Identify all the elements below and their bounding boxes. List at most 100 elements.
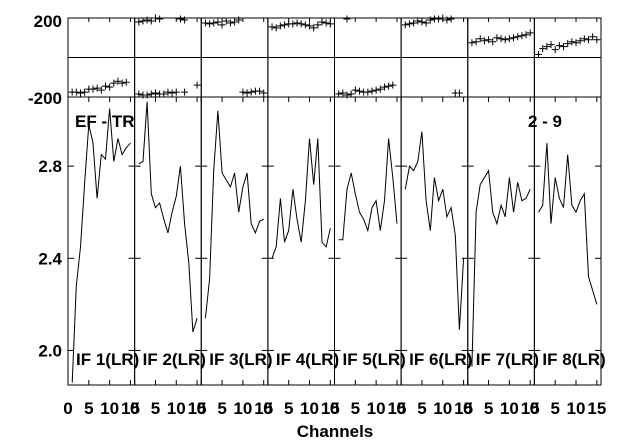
phase-point xyxy=(518,32,526,40)
phase-point xyxy=(76,89,84,97)
phase-point xyxy=(222,17,230,25)
x-tick-label: 15 xyxy=(188,399,207,418)
amplitude-frame xyxy=(400,96,469,386)
phase-point xyxy=(585,36,593,44)
panels-group: IF 1(LR) IF 2(LR) IF 3(LR) IF 4(LR) IF 5(LR)… xyxy=(67,14,606,386)
phase-point xyxy=(351,86,359,94)
x-tick-label: 15 xyxy=(587,399,606,418)
x-tick-label: 15 xyxy=(454,399,473,418)
phase-point xyxy=(260,89,268,97)
x-tick-label: 5 xyxy=(284,399,293,418)
panel-7: IF 7(LR) xyxy=(467,17,539,386)
phase-point xyxy=(214,18,222,26)
phase-point xyxy=(568,38,576,46)
phase-point xyxy=(405,20,413,28)
phase-point xyxy=(239,88,247,96)
x-tick-label: 0 xyxy=(463,399,472,418)
top-y-tick-label-max: 200 xyxy=(34,12,62,31)
x-tick-label: 5 xyxy=(351,399,360,418)
phase-point xyxy=(122,78,130,86)
phase-point xyxy=(301,21,309,29)
phase-point xyxy=(439,14,447,22)
phase-point xyxy=(281,21,289,29)
x-tick-label: 0 xyxy=(263,399,272,418)
phase-point xyxy=(72,88,80,96)
x-tick-label: 15 xyxy=(254,399,273,418)
x-tick-label: 10 xyxy=(100,399,119,418)
amplitude-line xyxy=(338,138,398,241)
phase-point xyxy=(560,43,568,51)
x-tick-label: 10 xyxy=(500,399,519,418)
phase-point xyxy=(580,35,588,43)
phase-point xyxy=(139,17,147,25)
panel-label: IF 8(LR) xyxy=(542,350,605,369)
panel-2: IF 2(LR) xyxy=(134,14,206,386)
phase-point xyxy=(160,90,168,98)
x-tick-label: 15 xyxy=(321,399,340,418)
phase-point xyxy=(385,82,393,90)
amplitude-line xyxy=(204,110,264,319)
phase-point xyxy=(543,43,551,51)
phase-point xyxy=(422,19,430,27)
phase-point xyxy=(339,89,347,97)
phase-point xyxy=(101,82,109,90)
phase-point xyxy=(218,21,226,29)
phase-point xyxy=(147,17,155,25)
phase-point xyxy=(156,15,164,23)
phase-point xyxy=(497,35,505,43)
phase-point xyxy=(97,86,105,94)
panel-label: IF 2(LR) xyxy=(143,350,206,369)
phase-point xyxy=(247,88,255,96)
phase-point xyxy=(593,36,601,44)
phase-point xyxy=(276,22,284,30)
phase-point xyxy=(289,20,297,28)
x-tick-label: 0 xyxy=(530,399,539,418)
phase-point xyxy=(318,18,326,26)
phase-point xyxy=(489,38,497,46)
phase-point xyxy=(201,19,209,27)
phase-point xyxy=(268,23,276,31)
x-tick-label: 0 xyxy=(130,399,139,418)
phase-point xyxy=(81,88,89,96)
y-tick-labels: 2.0 2.4 2.8 xyxy=(38,157,62,360)
phase-point xyxy=(522,31,530,39)
panel-label: IF 3(LR) xyxy=(209,350,272,369)
amplitude-frame xyxy=(67,96,136,386)
phase-point xyxy=(368,87,376,95)
phase-point xyxy=(389,81,397,89)
y-tick-label: 2.0 xyxy=(38,341,62,360)
phase-point xyxy=(539,45,547,53)
phase-point xyxy=(226,19,234,27)
phase-point xyxy=(118,79,126,87)
panel-8: IF 8(LR) xyxy=(533,17,606,386)
phase-point xyxy=(93,84,101,92)
phase-point xyxy=(380,83,388,91)
panel-5: IF 5(LR) xyxy=(334,15,406,386)
phase-point xyxy=(526,29,534,37)
phase-point xyxy=(168,89,176,97)
amplitude-line xyxy=(404,131,465,330)
x-tick-label: 0 xyxy=(63,399,72,418)
x-tick-labels: 0 5 10 150 5 10 150 5 10 150 5 10 150 5 10 150 5 10 150 5 10… xyxy=(63,399,606,418)
x-tick-label: 5 xyxy=(417,399,426,418)
y-tick-label: 2.4 xyxy=(38,249,62,268)
panel-label: IF 6(LR) xyxy=(409,350,472,369)
amplitude-frame xyxy=(533,96,602,386)
panel-label: IF 4(LR) xyxy=(276,350,339,369)
phase-point xyxy=(210,19,218,27)
y-tick-label: 2.8 xyxy=(38,157,62,176)
x-tick-label: 15 xyxy=(121,399,140,418)
phase-point xyxy=(335,90,343,98)
amplitude-line xyxy=(271,138,331,259)
phase-point xyxy=(551,46,559,54)
x-tick-label: 10 xyxy=(367,399,386,418)
phase-point xyxy=(306,22,314,30)
phase-point xyxy=(256,87,264,95)
phase-point xyxy=(343,91,351,99)
phase-point xyxy=(468,39,476,47)
panel-6: IF 6(LR) xyxy=(400,14,472,386)
phase-point xyxy=(501,36,509,44)
phase-point xyxy=(535,51,543,59)
phase-point xyxy=(547,41,555,49)
